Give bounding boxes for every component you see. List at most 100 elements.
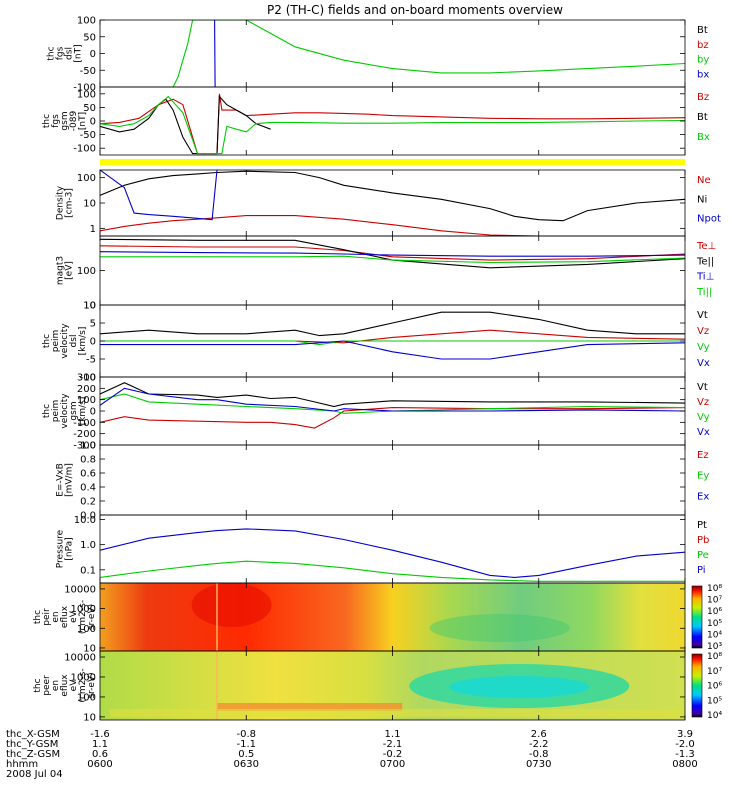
series-Pi-line	[100, 528, 685, 578]
legend-Pb: Pb	[697, 535, 709, 546]
legend-Ez: Ez	[697, 450, 709, 461]
y-tick-label: 10	[83, 301, 96, 312]
legend-bz: bz	[697, 40, 709, 51]
efield-frame	[99, 444, 686, 516]
peer-core-region	[449, 676, 590, 698]
series-Te||-line	[100, 238, 685, 269]
legend-Vt: Vt	[697, 382, 708, 393]
x-annotation-value: 0700	[380, 759, 405, 770]
legend-Pe: Pe	[697, 550, 709, 561]
fgs_dsl-ylabel: thc fgs dsl [nT]	[47, 44, 84, 62]
y-axis-label-line: gsm	[69, 401, 79, 420]
y-tick-label: -50	[80, 66, 96, 77]
y-tick-label: 10	[83, 712, 96, 723]
y-axis-label-line: thc	[42, 334, 52, 348]
legend-Te||: Te||	[696, 256, 714, 267]
x-annotation-value: -0.2	[383, 749, 403, 760]
y-axis-label-line: eflux	[60, 605, 70, 628]
peim_dsl-series	[100, 311, 685, 360]
y-tick-label: 1	[90, 224, 96, 235]
y-tick-label: 0.1	[80, 565, 96, 576]
series-Ne-line	[100, 215, 685, 236]
legend-Ni: Ni	[697, 194, 707, 205]
y-axis-label-line: thc	[33, 610, 43, 624]
series-Pe-line	[100, 560, 685, 582]
y-axis-label-line: [eV]	[65, 261, 75, 280]
y-axis-label-line: peim	[51, 330, 61, 353]
pressure-series	[100, 528, 685, 582]
colorbar-tick-label: 10⁵	[707, 619, 722, 629]
y-tick-label: 10.0	[74, 515, 96, 526]
x-annotation-value: 1.1	[92, 739, 108, 750]
series-Bt-line	[100, 95, 271, 155]
series-Vy-line	[100, 393, 685, 414]
density-ylabel: Density [cm-3]	[56, 185, 75, 220]
fgs_gsm-ylabel: thc fgs gsm -089 [nT]	[42, 111, 88, 132]
peer-low-energy-band	[217, 703, 403, 711]
x-annotation-label: hhmm	[6, 759, 38, 770]
y-tick-label: 0	[90, 337, 96, 348]
x-annotation-value: -2.2	[529, 739, 549, 750]
colorbar-tick-label: 10³	[707, 642, 722, 652]
peir-hot-core	[191, 583, 272, 627]
y-axis-label-line: sr-eV)	[87, 672, 97, 698]
fgs_dsl-series	[100, 20, 685, 87]
legend-Vy: Vy	[697, 412, 710, 423]
y-tick-label: 0	[90, 407, 96, 418]
y-axis-label-line: velocity	[60, 393, 70, 429]
y-axis-label-line: eV	[69, 679, 79, 692]
series-Ti||-line	[100, 255, 685, 264]
y-tick-label: 1.0	[80, 441, 96, 452]
legend-by: by	[697, 55, 709, 66]
y-axis-label-line: en	[51, 611, 61, 622]
y-axis-label-line: thc	[47, 46, 57, 60]
y-tick-label: -100	[73, 83, 96, 94]
colorbar-tick-label: 10⁸	[707, 584, 722, 594]
y-tick-label: -50	[80, 130, 96, 141]
y-tick-label: 10000	[64, 584, 96, 595]
y-axis-label-line: [km/s]	[78, 397, 88, 426]
y-tick-label: 100	[77, 173, 96, 184]
y-axis-label-line: [nPa]	[65, 537, 75, 560]
density-series	[100, 170, 685, 236]
y-axis-label-line: thc	[42, 114, 52, 128]
x-annotation-value: -1.1	[236, 739, 256, 750]
x-annotation-value: -2.1	[383, 739, 403, 750]
series-Te⊥-line	[100, 245, 685, 261]
y-axis-label-line: gsm	[60, 111, 70, 130]
y-tick-label: 100	[77, 395, 96, 406]
legend-Ti||: Ti||	[696, 287, 712, 298]
series-Vx-line	[100, 340, 685, 360]
data-gap-bar	[100, 159, 685, 165]
y-tick-label: 100	[77, 692, 96, 703]
density-frame	[99, 169, 686, 237]
y-tick-label: 10	[83, 643, 96, 654]
y-tick-label: 100	[77, 89, 96, 100]
y-axis-label-line: thc	[33, 678, 43, 692]
spectrogram-layer	[100, 583, 685, 720]
legend-Bx: Bx	[697, 132, 710, 143]
y-axis-label-line: eflux	[60, 674, 70, 697]
x-annotation-value: 0730	[526, 759, 551, 770]
x-annotation-label: thc_X-GSM	[6, 729, 60, 740]
x-annotation-label: thc_Y-GSM	[6, 739, 58, 750]
y-axis-label-line: velocity	[60, 323, 70, 359]
y-tick-label: -200	[73, 429, 96, 440]
magt3-series	[100, 238, 685, 269]
peer-bottom-band	[109, 709, 685, 717]
series-Npot-line	[100, 170, 218, 221]
legend-Te⊥: Te⊥	[696, 241, 716, 252]
y-tick-label: 10000	[64, 653, 96, 664]
y-tick-label: 5	[90, 319, 96, 330]
x-annotation-value: 3.9	[677, 729, 693, 740]
series-bx-line	[214, 20, 217, 87]
legend-Vt: Vt	[697, 310, 708, 321]
y-tick-label: 100	[77, 266, 96, 277]
legend-Vz: Vz	[697, 326, 709, 337]
y-axis-label-line: E=-VxB	[56, 463, 66, 497]
y-tick-label: 200	[77, 384, 96, 395]
y-tick-label: 1.0	[80, 540, 96, 551]
y-axis-label-line: dsl	[69, 335, 79, 348]
y-axis-label-line: Density	[56, 185, 66, 220]
